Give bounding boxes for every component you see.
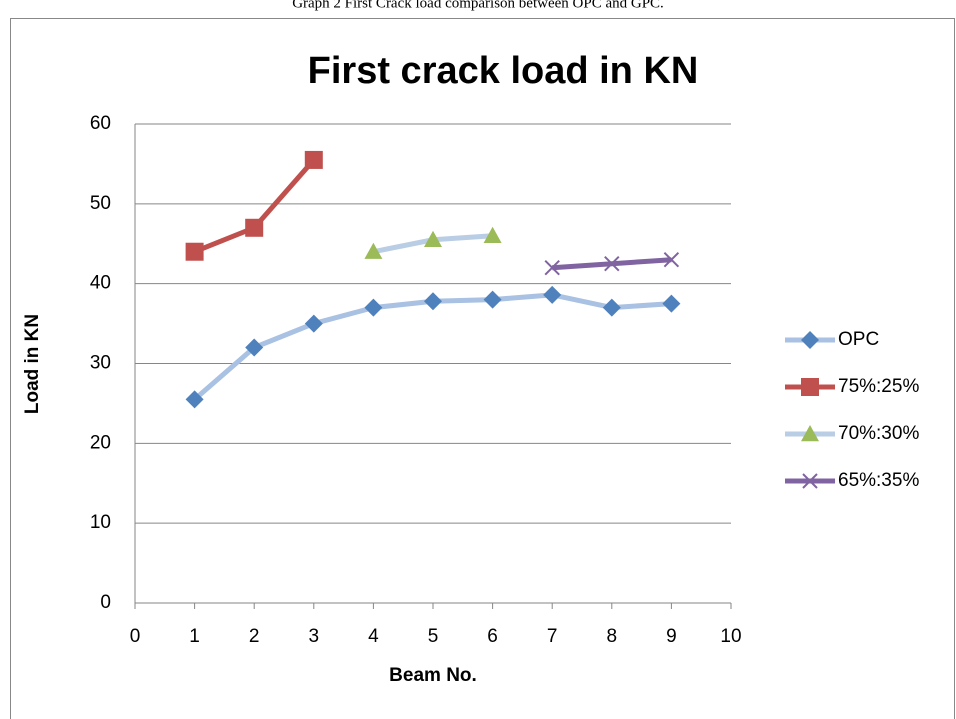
data-point	[604, 256, 620, 272]
x-tick-label: 10	[720, 626, 741, 647]
x-tick-label: 3	[309, 626, 320, 647]
data-point	[185, 242, 204, 261]
series-line	[192, 292, 672, 402]
legend-marker	[801, 425, 819, 442]
legend-label: 65%:35%	[838, 470, 919, 491]
legend-marker	[801, 331, 819, 349]
data-point	[245, 338, 264, 357]
y-tick-label: 0	[100, 592, 111, 613]
legend-label: 75%:25%	[838, 376, 919, 397]
y-tick-label: 60	[90, 113, 111, 134]
x-tick-label: 6	[487, 626, 498, 647]
caption: Graph 2 First Crack load comparison betw…	[292, 0, 664, 11]
series-line	[193, 158, 316, 255]
data-point	[483, 290, 502, 309]
data-point	[364, 242, 383, 259]
x-tick-label: 7	[547, 626, 558, 647]
legend-marker	[802, 473, 818, 489]
x-tick-label: 5	[428, 626, 439, 647]
data-point	[424, 292, 442, 311]
y-tick-label: 50	[90, 193, 111, 214]
data-point	[544, 259, 560, 276]
data-point	[364, 298, 383, 317]
y-tick-label: 40	[90, 273, 111, 294]
legend-label: OPC	[838, 329, 879, 350]
data-point	[602, 298, 621, 317]
data-point	[663, 252, 680, 268]
data-point	[304, 150, 323, 169]
x-tick-label: 2	[249, 626, 260, 647]
x-tick-label: 4	[368, 626, 379, 647]
data-point	[424, 230, 442, 247]
data-point	[483, 226, 502, 243]
chart-frame	[10, 18, 955, 719]
y-tick-label: 20	[90, 432, 111, 453]
x-tick-label: 0	[130, 626, 141, 647]
data-point	[304, 314, 323, 333]
data-point	[543, 285, 562, 304]
y-tick-label: 10	[90, 512, 111, 533]
y-tick-label: 30	[90, 353, 111, 374]
legend-marker	[801, 378, 819, 396]
data-point	[245, 218, 264, 237]
data-point	[662, 294, 681, 313]
chart-title: First crack load in KN	[308, 50, 699, 92]
legend-label: 70%:30%	[838, 423, 919, 444]
x-tick-label: 8	[607, 626, 618, 647]
x-axis-title: Beam No.	[389, 665, 477, 686]
y-axis-title: Load in KN	[22, 314, 43, 414]
data-point	[185, 390, 204, 409]
x-tick-label: 1	[189, 626, 200, 647]
x-tick-label: 9	[666, 626, 677, 647]
